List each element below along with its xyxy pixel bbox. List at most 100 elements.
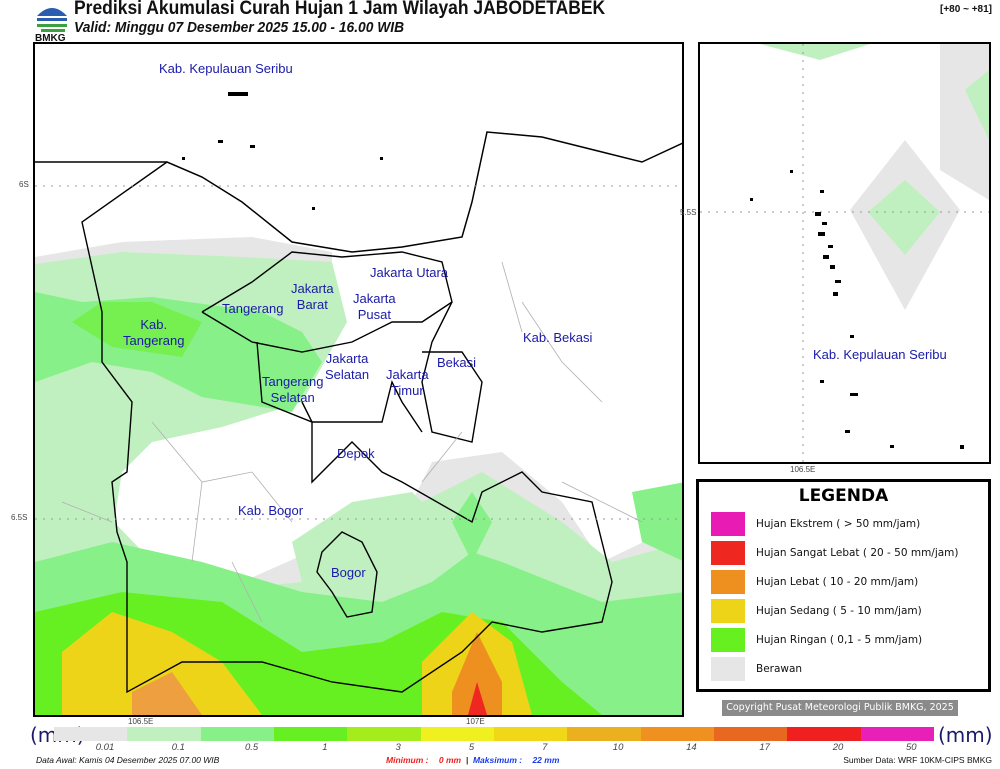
colorbar-segment — [787, 727, 861, 741]
colorbar-label: 3 — [395, 742, 401, 753]
minimum-label: Minimum : — [386, 755, 429, 765]
colorbar-segment — [200, 727, 274, 741]
legend-item: Hujan Lebat ( 10 - 20 mm/jam) — [711, 570, 918, 594]
islands — [750, 170, 964, 449]
colorbar-label: 7 — [542, 742, 548, 753]
light-rain-area — [868, 180, 940, 255]
islands — [182, 92, 383, 210]
heavy-rain-s — [452, 632, 502, 715]
valid-period: Valid: Minggu 07 Desember 2025 15.00 - 1… — [74, 19, 405, 36]
colorbar-label: 50 — [906, 742, 917, 753]
city-boundaries-3 — [256, 341, 423, 433]
rain-area-green-2 — [72, 302, 202, 357]
colorbar-segment — [273, 727, 348, 741]
data-awal: Data Awal: Kamis 04 Desember 2025 07.00 … — [36, 755, 220, 765]
legend-label: Hujan Sedang ( 5 - 10 mm/jam) — [756, 605, 922, 617]
tick-lon-106-5e: 106.5E — [128, 717, 154, 726]
heavy-rain-sw — [132, 672, 202, 715]
moderate-rain-sw — [62, 612, 262, 715]
district-lines — [61, 261, 643, 623]
min-max: Minimum : 0 mm | Maksimum : 22 mm — [386, 755, 560, 765]
tick-lat-6-5s: 6.5S — [11, 513, 28, 522]
maksimum-label: Maksimum : — [472, 755, 523, 765]
coastline — [35, 131, 682, 253]
colorbar-segment — [493, 727, 568, 741]
city-boundaries-2 — [201, 301, 453, 353]
page-title: Prediksi Akumulasi Curah Hujan 1 Jam Wil… — [74, 0, 606, 19]
minimum-value: 0 mm — [438, 755, 462, 765]
map-label: Bekasi — [437, 355, 477, 370]
legend-swatch — [711, 628, 745, 652]
map-label: Jakarta Utara — [370, 265, 449, 280]
logo-text: BMKG — [35, 33, 66, 44]
map-label: Kab. Kepulauan Seribu — [813, 347, 947, 362]
map-label: Kab. Kepulauan Seribu — [159, 61, 293, 76]
legend: LEGENDA Hujan Ekstrem ( > 50 mm/jam) Huja… — [696, 479, 991, 692]
data-source: Sumber Data: WRF 10KM-CIPS BMKG — [843, 755, 992, 765]
map-label: Tangerang Selatan — [262, 374, 324, 405]
legend-label: Hujan Lebat ( 10 - 20 mm/jam) — [756, 576, 919, 588]
rain-area-east-2 — [632, 482, 682, 561]
map-label: Jakarta Barat — [291, 281, 334, 312]
legend-swatch — [711, 541, 745, 565]
tick-lat-6s: 6S — [19, 180, 29, 189]
legend-item: Hujan Ringan ( 0,1 - 5 mm/jam) — [711, 628, 922, 652]
tick-lon-106-5e: 106.5E — [790, 465, 816, 474]
colorbar-segment — [567, 727, 641, 741]
map-label: Kab. Bogor — [238, 503, 304, 518]
legend-swatch — [711, 512, 745, 536]
colorbar-label: 0.5 — [244, 742, 259, 753]
main-map[interactable]: Kab. Kepulauan Seribu Kab. Tangerang Tan… — [33, 42, 684, 717]
colorbar-segment — [860, 727, 934, 741]
legend-swatch — [711, 570, 745, 594]
copyright: Copyright Pusat Meteorologi Publik BMKG,… — [722, 700, 958, 716]
legend-title: LEGENDA — [798, 486, 889, 506]
legend-item: Berawan — [711, 657, 802, 681]
rain-area-east — [452, 492, 492, 562]
legend-item: Hujan Sangat Lebat ( 20 - 50 mm/jam) — [711, 541, 959, 565]
sea — [35, 44, 682, 252]
colorbar-segment — [347, 727, 421, 741]
map-label: Tangerang — [222, 301, 284, 316]
colorbar-label: 20 — [832, 742, 844, 753]
legend-label: Hujan Ekstrem ( > 50 mm/jam) — [756, 518, 921, 530]
colorbar-label: 0.01 — [95, 742, 115, 753]
legend-swatch — [711, 599, 745, 623]
colorbar-label: 5 — [468, 742, 475, 753]
colorbar-label: 0.1 — [171, 742, 185, 753]
colorbar-unit-right: (mm) — [938, 723, 993, 747]
colorbar-label: 17 — [759, 742, 770, 753]
bogor-city-boundary — [316, 531, 378, 618]
map-label: Jakarta Selatan — [325, 351, 370, 382]
rainfall-map-canvas — [35, 44, 682, 715]
province-boundary — [81, 161, 613, 694]
colorbar-segment — [54, 727, 128, 741]
legend-swatch — [711, 657, 745, 681]
tick-lat-5-5s: 5.5S — [680, 208, 697, 217]
legend-item: Hujan Ekstrem ( > 50 mm/jam) — [711, 512, 920, 536]
very-heavy-rain-s — [468, 682, 487, 715]
map-label: Bogor — [331, 565, 366, 580]
tick-lon-107e: 107E — [466, 717, 485, 726]
colorbar-label: 1 — [322, 742, 328, 753]
colorbar-segment — [127, 727, 201, 741]
maksimum-value: 22 mm — [532, 755, 560, 765]
map-label: Kab. Tangerang — [123, 317, 185, 348]
colorbar-segment — [420, 727, 494, 741]
colorbar-label: 14 — [686, 742, 697, 753]
map-label: Kab. Bekasi — [523, 330, 593, 345]
inset-map-canvas — [700, 44, 989, 462]
inset-map[interactable]: Kab. Kepulauan Seribu — [698, 42, 991, 464]
colorbar-label: 10 — [612, 742, 624, 753]
map-label: Jakarta Pusat — [353, 291, 396, 322]
colorbar-segment — [713, 727, 788, 741]
legend-label: Hujan Ringan ( 0,1 - 5 mm/jam) — [756, 634, 923, 646]
colorbar-segment — [640, 727, 714, 741]
legend-label: Hujan Sangat Lebat ( 20 - 50 mm/jam) — [756, 547, 959, 559]
bmkg-logo-icon — [37, 8, 67, 32]
legend-item: Hujan Sedang ( 5 - 10 mm/jam) — [711, 599, 922, 623]
map-label: Depok — [337, 446, 375, 461]
legend-label: Berawan — [756, 663, 803, 675]
colorbar — [54, 727, 934, 741]
forecast-range: [+80 ~ +81] — [940, 4, 992, 15]
